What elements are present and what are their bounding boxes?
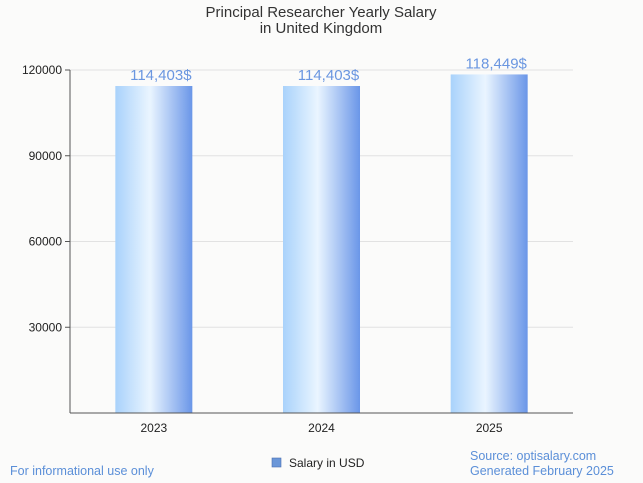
data-labels: 114,403$ 114,403$ 118,449$ — [130, 55, 527, 84]
bar-2025 — [450, 74, 528, 413]
x-tick-label-2025: 2025 — [476, 421, 503, 435]
y-axis-ticks: 30000 60000 90000 120000 — [22, 63, 70, 334]
generated-date-text: Generated February 2025 — [470, 464, 614, 478]
legend-label: Salary in USD — [289, 456, 365, 470]
x-axis-ticks: 2023 2024 2025 — [140, 421, 502, 435]
disclaimer-text: For informational use only — [10, 464, 155, 478]
y-tick-label: 60000 — [29, 235, 63, 249]
chart-title-line-2: in United Kingdom — [260, 20, 383, 37]
legend-swatch — [271, 457, 282, 468]
y-tick-label: 90000 — [29, 149, 63, 163]
data-label-2025: 118,449$ — [465, 55, 527, 72]
bar-2023 — [115, 85, 193, 413]
source-text: Source: optisalary.com — [470, 449, 596, 463]
bars — [115, 74, 528, 413]
bar-2024 — [283, 85, 360, 413]
data-label-2024: 114,403$ — [298, 67, 360, 84]
chart-title-line-1: Principal Researcher Yearly Salary — [206, 4, 437, 21]
data-label-2023: 114,403$ — [130, 67, 192, 84]
legend: Salary in USD — [271, 456, 365, 470]
x-tick-label-2024: 2024 — [308, 421, 335, 435]
y-tick-label: 30000 — [29, 320, 63, 334]
y-tick-label: 120000 — [22, 63, 62, 77]
x-tick-label-2023: 2023 — [140, 421, 167, 435]
